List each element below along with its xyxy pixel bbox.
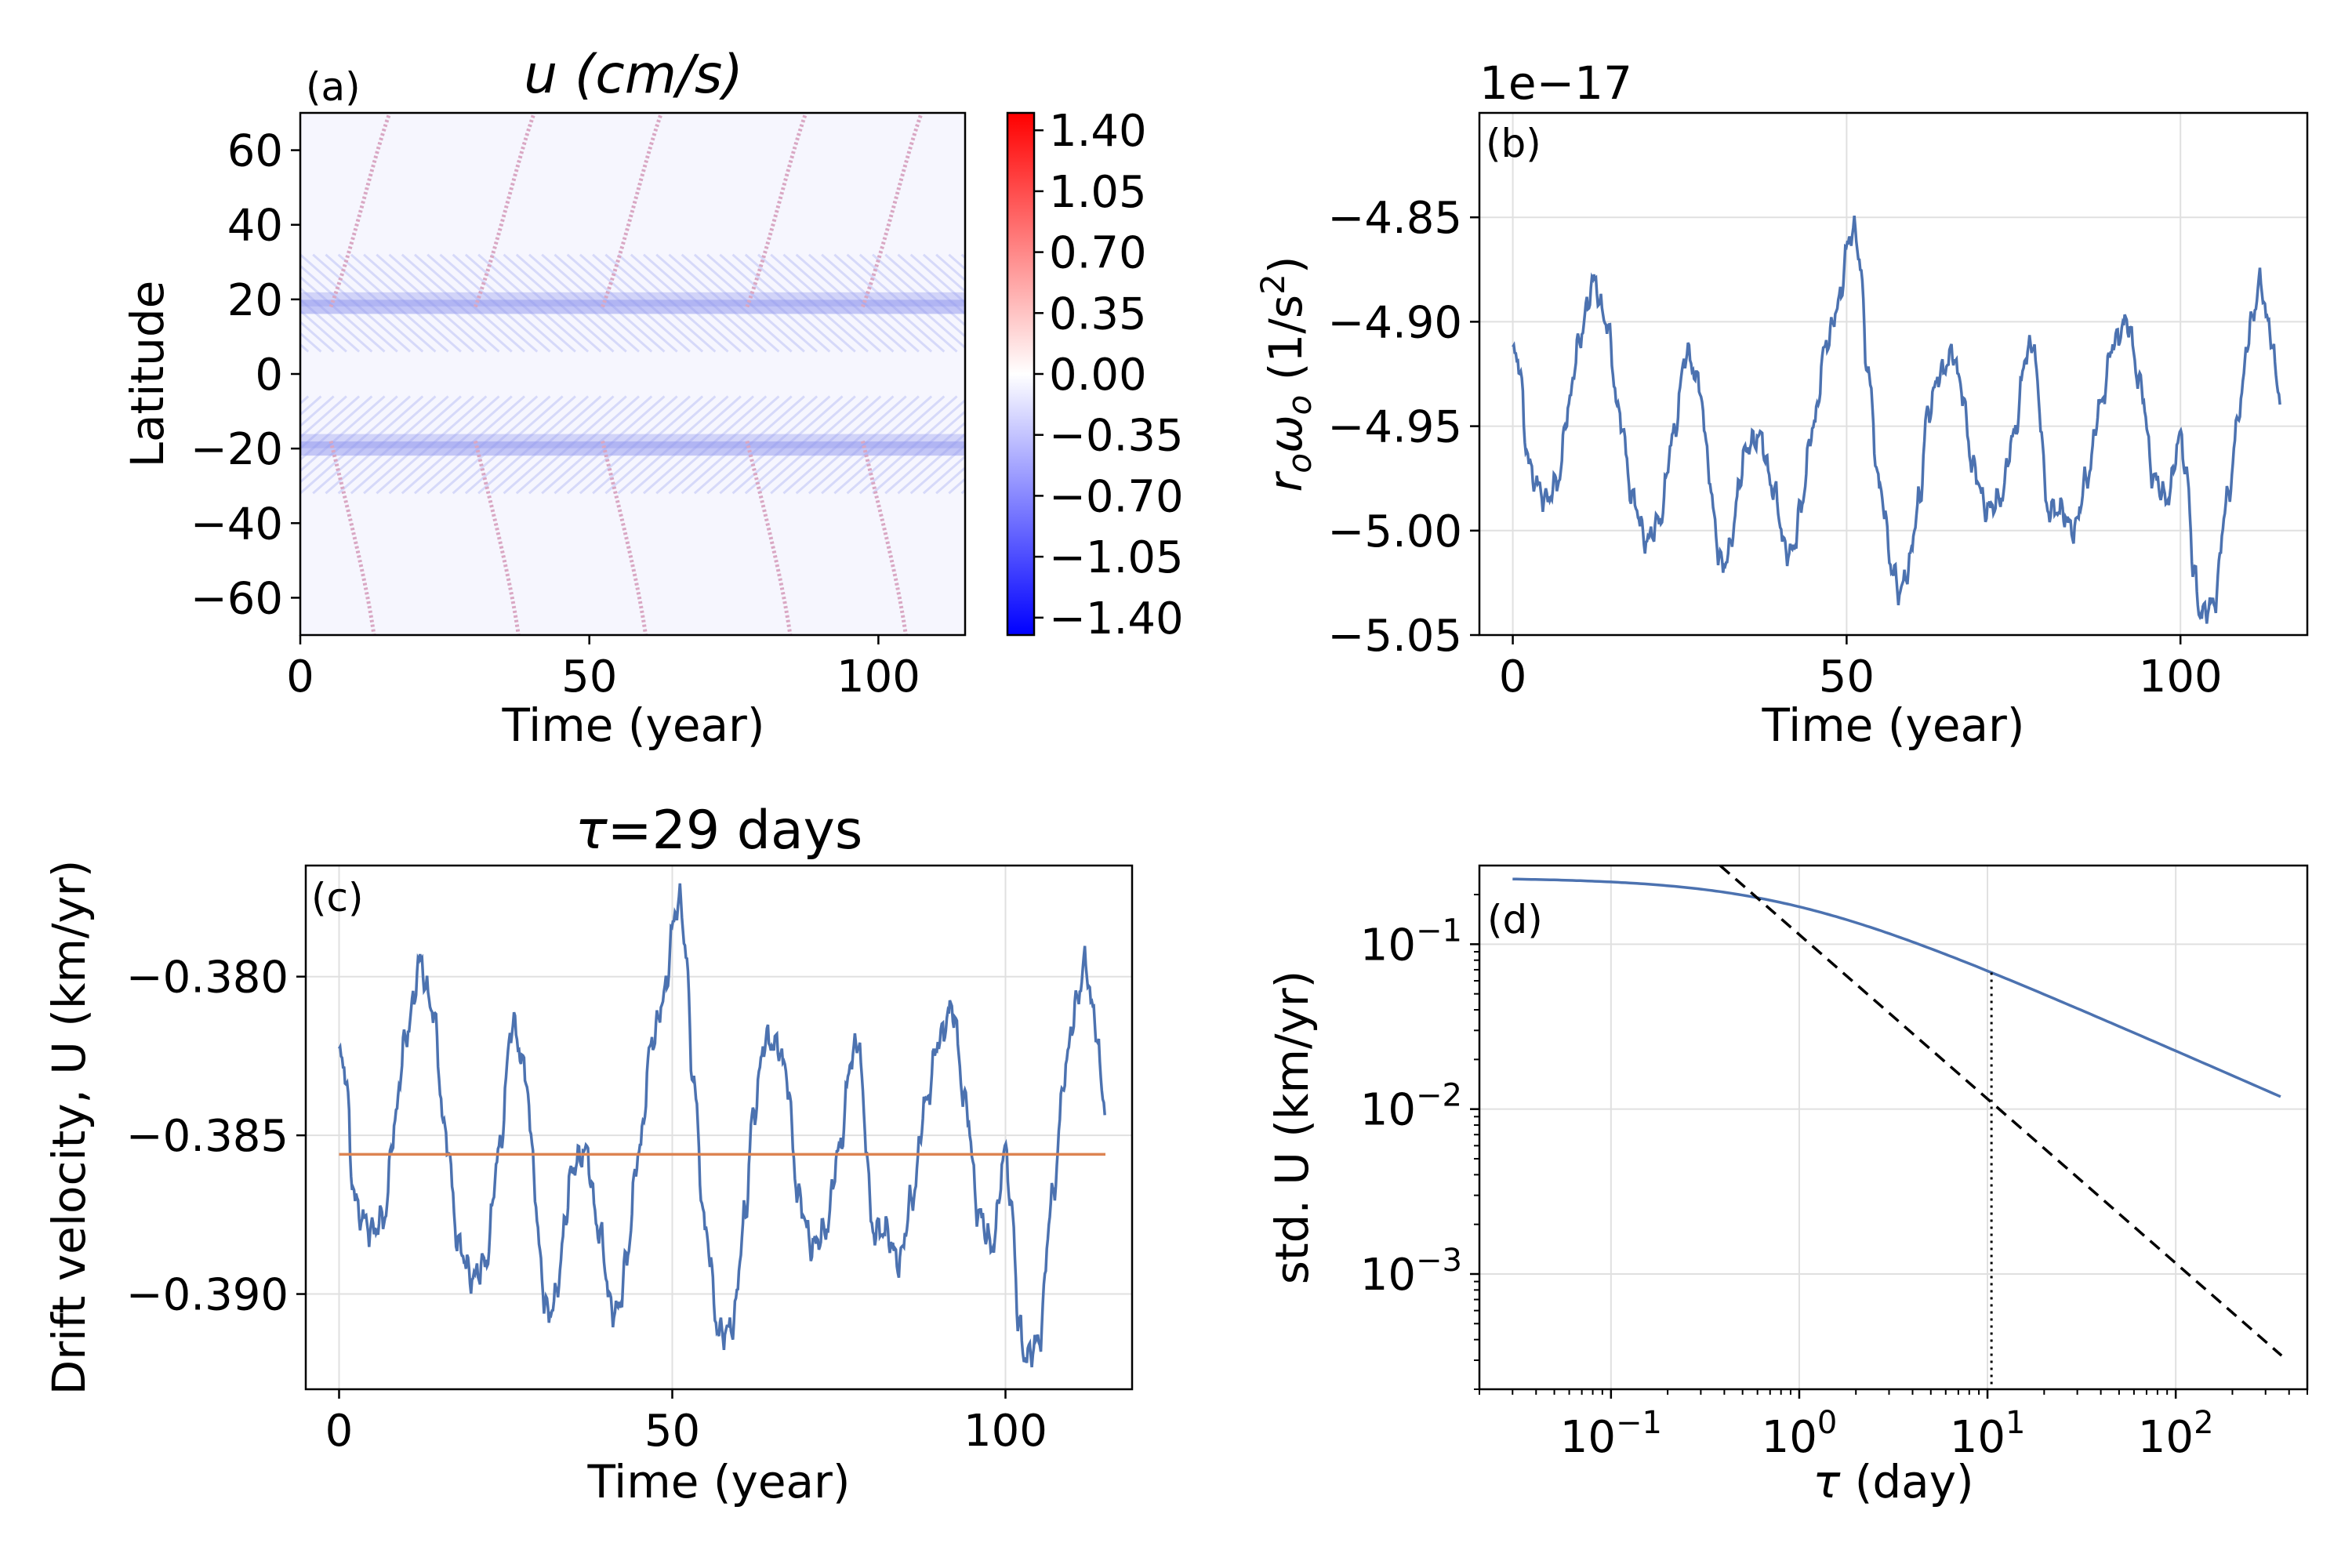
heatmap-stripe	[909, 253, 965, 305]
heatmap-stripe	[300, 395, 335, 428]
heatmap-streak	[745, 113, 808, 308]
panel-c-series-line	[337, 883, 1106, 1368]
heatmap-stripe	[922, 253, 965, 293]
heatmap-stripe	[935, 466, 965, 495]
panel-a-ytick-label: 20	[227, 275, 283, 326]
panel-a-ytick-label: 0	[255, 350, 283, 401]
heatmap-stripe	[909, 443, 965, 495]
ytick-label: −4.90	[1327, 297, 1462, 348]
heatmap-stripe	[300, 320, 335, 353]
panel-d-ylabel: std. U (km/yr)	[1265, 971, 1319, 1285]
colorbar-tick-label: −0.70	[1049, 471, 1184, 522]
panel-d-xlabel: τ (day)	[1813, 1455, 1973, 1508]
panel-a-ytick-label: −40	[191, 499, 283, 550]
heatmap-streak	[328, 441, 376, 635]
panel-a-xtick-label: 50	[561, 652, 617, 702]
panel-c-title: τ=29 days	[575, 800, 863, 862]
panel-a-ytick-label: −60	[191, 573, 283, 624]
panel-a-ylabel: Latitude	[121, 281, 174, 468]
heatmap-stripe	[922, 455, 965, 495]
colorbar-tick-label: 0.00	[1049, 350, 1147, 401]
xtick-label: 100	[1762, 1405, 1838, 1463]
colorbar-tick-label: 0.35	[1049, 289, 1147, 339]
panel-d-std-line	[1512, 877, 2281, 1098]
heatmap-stripe	[300, 395, 347, 439]
panel-a-xtick-label: 100	[837, 652, 920, 702]
panel-c: (c) τ=29 days 0 50 100 −0.380−0.385−0.390 …	[42, 800, 1134, 1508]
colorbar-tick-label: −1.40	[1049, 593, 1184, 644]
ytick-label: 10−1	[1360, 913, 1462, 971]
ytick-label: −0.390	[126, 1270, 289, 1321]
xtick-label: 50	[644, 1406, 700, 1457]
heatmap-streak	[745, 441, 793, 635]
heatmap-streak	[601, 441, 648, 635]
panel-d-label: (d)	[1487, 897, 1543, 942]
colorbar-tick-label: −1.05	[1049, 532, 1184, 583]
ytick-label: −4.85	[1327, 193, 1462, 244]
panel-a-xlabel: Time (year)	[501, 699, 764, 752]
ytick-label: 10−2	[1360, 1078, 1462, 1136]
panel-d: (d) 10−1 100 101 102 10−1 10−2 10−3 τ (day) s…	[1265, 864, 2309, 1508]
panel-d-frame	[1478, 864, 2309, 1391]
xtick-label: 10−1	[1560, 1405, 1662, 1463]
ytick-label: −0.385	[126, 1111, 289, 1162]
heatmap-stripe	[300, 395, 322, 416]
ytick-label: −4.95	[1327, 402, 1462, 453]
xtick-label: 100	[2139, 652, 2223, 702]
xtick-label: 102	[2138, 1405, 2214, 1463]
colorbar-tick-label: 1.40	[1049, 106, 1147, 157]
panel-b-xlabel: Time (year)	[1761, 699, 2024, 752]
xtick-label: 101	[1950, 1405, 2026, 1463]
xtick-label: 100	[964, 1406, 1047, 1457]
heatmap-streak	[328, 113, 392, 308]
heatmap-streak	[473, 113, 536, 308]
ytick-label: −0.380	[126, 953, 289, 1004]
panel-b-frame	[1478, 111, 2309, 637]
heatmap-stripe	[300, 332, 322, 353]
heatmap-stripe	[300, 309, 347, 353]
heatmap-streak	[473, 441, 521, 635]
panel-c-label: (c)	[311, 875, 364, 920]
heatmap-stripe	[935, 253, 965, 282]
heatmap-band	[300, 441, 965, 456]
panel-c-frame	[304, 864, 1134, 1391]
panel-a-label: (a)	[306, 64, 361, 110]
xtick-label: 50	[1819, 652, 1875, 702]
colorbar-tick-label: −0.35	[1049, 411, 1184, 462]
panel-a-title: u (cm/s)	[524, 44, 743, 106]
panel-b: 1e−17 (b) 0 50 100 −4.85 −4.90 −4.95 −5.00 −5.…	[1254, 56, 2309, 752]
panel-a-ytick-label: 60	[227, 126, 283, 177]
panel-b-series-line	[1512, 215, 2281, 624]
panel-a: (a) u (cm/s) 0 50 100 60 40 20 0 −20 −40 −60 Tim…	[121, 44, 1184, 752]
xtick-label: 0	[1499, 652, 1527, 702]
heatmap-streak	[601, 113, 663, 308]
panel-a-ytick-label: −20	[191, 424, 283, 475]
heatmap-band	[300, 299, 965, 314]
panel-c-xlabel: Time (year)	[586, 1455, 850, 1508]
panel-a-plot-area	[300, 113, 965, 635]
panel-d-power-law-line	[1719, 866, 2283, 1357]
ytick-label: −5.05	[1327, 611, 1462, 662]
ytick-label: −5.00	[1327, 506, 1462, 557]
panel-c-ylabel: Drift velocity, U (km/yr)	[42, 860, 96, 1396]
panel-a-xtick-label: 0	[286, 652, 314, 702]
heatmap-streak	[861, 113, 924, 308]
panel-a-ytick-label: 40	[227, 201, 283, 252]
colorbar-tick-label: 0.70	[1049, 228, 1147, 279]
colorbar	[1006, 111, 1036, 637]
ytick-label: 10−3	[1360, 1243, 1462, 1301]
panel-b-label: (b)	[1486, 121, 1541, 166]
colorbar-tick-label: 1.05	[1049, 167, 1147, 218]
heatmap-streak	[860, 441, 908, 635]
panel-b-offset: 1e−17	[1479, 56, 1632, 110]
panel-b-ylabel: roωo (1/s2)	[1254, 256, 1319, 492]
xtick-label: 0	[325, 1406, 354, 1457]
